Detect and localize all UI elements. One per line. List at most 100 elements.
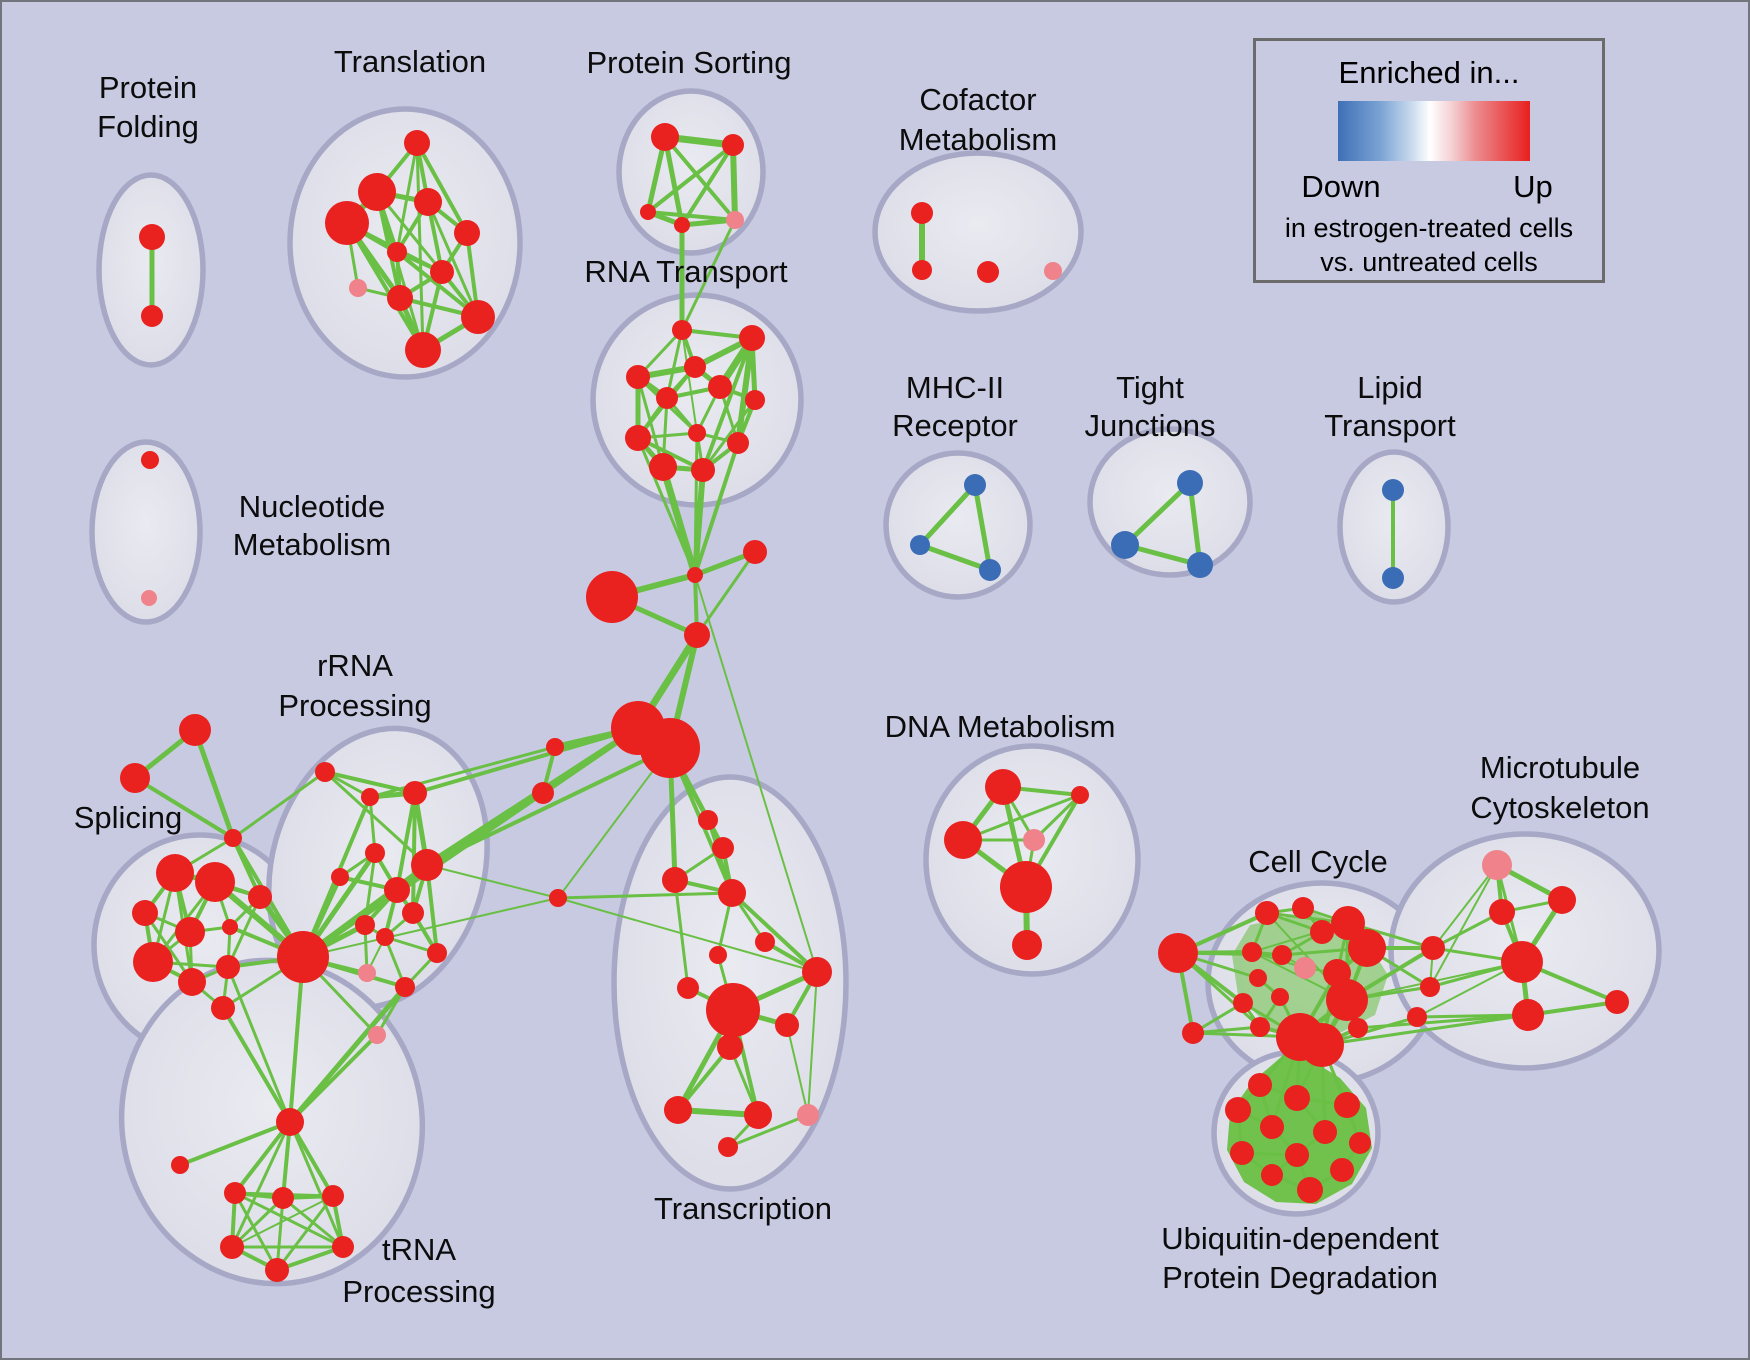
network-edge <box>426 864 559 899</box>
network-node <box>1334 1092 1360 1118</box>
network-node <box>1177 470 1203 496</box>
network-edge <box>663 135 737 222</box>
network-edge <box>424 725 641 868</box>
network-node <box>640 204 656 220</box>
network-node <box>755 932 775 952</box>
network-node <box>651 123 679 151</box>
network-edge <box>807 971 818 1116</box>
network-node <box>1326 979 1368 1021</box>
network-node <box>532 782 554 804</box>
cluster-label-tight-junctions: Tight Junctions <box>1085 370 1216 443</box>
network-edge <box>178 1120 292 1167</box>
network-node <box>626 365 650 389</box>
network-node <box>272 1187 294 1209</box>
network-node <box>358 964 376 982</box>
network-node <box>141 451 159 469</box>
network-edge <box>133 776 235 840</box>
network-node <box>1233 993 1253 1013</box>
network-node <box>387 242 407 262</box>
network-node <box>411 849 443 881</box>
network-node <box>315 762 335 782</box>
cluster-label-nucleotide-metabolism: Nucleotide Metabolism <box>233 489 392 562</box>
network-edge <box>961 793 1082 842</box>
network-node <box>1249 969 1267 987</box>
network-node <box>1349 1132 1371 1154</box>
cluster-label-cell-cycle: Cell Cycle <box>1248 844 1388 879</box>
network-edge <box>694 574 818 973</box>
network-node <box>1000 861 1052 913</box>
network-node <box>688 424 706 442</box>
network-node <box>365 843 385 863</box>
network-node <box>1310 920 1334 944</box>
network-edge <box>693 431 699 577</box>
network-node <box>722 134 744 156</box>
network-node <box>1182 1022 1204 1044</box>
network-node <box>454 220 480 246</box>
legend-caption-line2: vs. untreated cells <box>1320 247 1538 277</box>
network-edge <box>1415 1013 1530 1019</box>
network-node <box>718 1137 738 1157</box>
network-node <box>1348 929 1386 967</box>
network-node <box>985 769 1021 805</box>
network-node <box>625 425 651 451</box>
network-node <box>1331 906 1365 940</box>
network-edge <box>1429 864 1498 988</box>
network-edge <box>233 1120 292 1195</box>
network-edge <box>1320 1013 1530 1047</box>
network-node <box>277 931 329 983</box>
legend-up-label: Up <box>1513 169 1553 204</box>
network-node <box>1407 1007 1427 1027</box>
network-node <box>403 781 427 805</box>
network-node <box>405 332 441 368</box>
cluster-label-dna-metabolism: DNA Metabolism <box>885 709 1116 744</box>
network-node <box>1420 977 1440 997</box>
network-edge <box>288 955 305 1124</box>
network-node <box>684 622 710 648</box>
network-node <box>549 889 567 907</box>
network-node <box>1284 1085 1310 1111</box>
network-edge <box>226 895 262 969</box>
network-edge <box>395 141 419 254</box>
network-node <box>684 356 706 378</box>
network-edge <box>281 1196 345 1249</box>
network-node <box>586 571 638 623</box>
network-edge <box>726 1113 810 1149</box>
cluster-label-cofactor-metabolism: Cofactor Metabolism <box>899 82 1058 157</box>
cluster-label-transcription: Transcription <box>654 1191 832 1226</box>
network-node <box>1225 1097 1251 1123</box>
network-node <box>1044 262 1062 280</box>
cluster-label-mhc-ii-receptor: MHC-II Receptor <box>892 370 1018 443</box>
network-node <box>1421 936 1445 960</box>
network-node <box>672 320 692 340</box>
network-edge <box>302 897 559 958</box>
network-edge <box>226 965 292 1124</box>
cluster-label-splicing: Splicing <box>74 800 183 835</box>
network-node <box>132 900 158 926</box>
network-node <box>944 821 982 859</box>
network-node <box>325 201 369 245</box>
network-edge <box>288 1120 335 1198</box>
network-node <box>1501 941 1543 983</box>
network-edge <box>556 891 734 900</box>
cluster-hull-mhc-ii-receptor <box>883 450 1033 600</box>
network-edge <box>221 1006 292 1124</box>
network-node <box>677 977 699 999</box>
network-node <box>712 837 734 859</box>
network-edge <box>673 878 690 990</box>
network-node <box>1158 933 1198 973</box>
network-node <box>1255 901 1279 925</box>
network-node <box>222 919 238 935</box>
network-node <box>1330 1158 1354 1182</box>
cluster-label-protein-folding: Protein Folding <box>97 70 199 144</box>
network-edge <box>275 1196 285 1272</box>
network-node <box>662 867 688 893</box>
network-node <box>349 279 367 297</box>
cluster-label-trna-processing: tRNA Processing <box>342 1232 495 1309</box>
network-edge <box>701 398 757 472</box>
network-node <box>384 877 410 903</box>
network-node <box>1285 1143 1309 1167</box>
network-node <box>141 305 163 327</box>
cluster-labels: Protein Folding Translation Protein Sorting… <box>74 44 1650 1309</box>
network-node <box>698 810 718 830</box>
